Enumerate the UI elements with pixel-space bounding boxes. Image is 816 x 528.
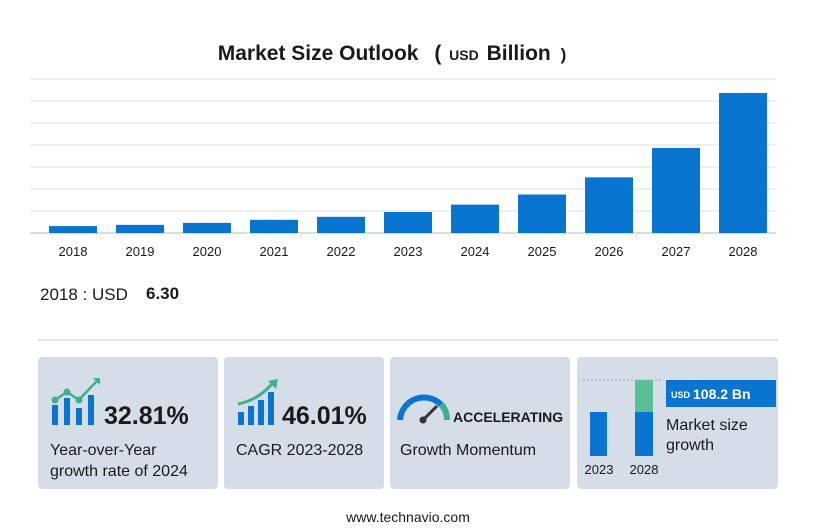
x-tick-label: 2019 bbox=[126, 244, 155, 259]
x-tick-label: 2026 bbox=[595, 244, 624, 259]
card bbox=[38, 357, 218, 489]
x-tick-label: 2018 bbox=[59, 244, 88, 259]
title-text: Market Size Outlook bbox=[218, 42, 419, 65]
badge-currency: USD bbox=[671, 390, 691, 400]
bar bbox=[183, 222, 231, 233]
unit-currency: USD bbox=[449, 47, 479, 63]
x-tick-label: 2025 bbox=[528, 244, 557, 259]
card bbox=[390, 357, 570, 489]
bar bbox=[585, 177, 633, 233]
bar bbox=[719, 92, 767, 233]
gauge-icon bbox=[397, 394, 451, 424]
mini-year: 2023 bbox=[585, 462, 614, 477]
x-tick-label: 2028 bbox=[729, 244, 758, 259]
x-tick-label: 2021 bbox=[260, 244, 289, 259]
unit-text: Billion bbox=[487, 42, 551, 65]
x-tick-label: 2020 bbox=[193, 244, 222, 259]
plot: 2018 2019 2020 2021 2022 2023 2024 2025 2026 2027… bbox=[30, 78, 776, 259]
growth-icon bbox=[51, 378, 100, 425]
footer: www.technavio.com bbox=[345, 509, 470, 525]
bar bbox=[518, 194, 566, 233]
bar bbox=[317, 216, 365, 233]
card-value: 32.81% bbox=[104, 402, 189, 430]
summary-label: 2018 : USD bbox=[40, 285, 128, 304]
bar bbox=[116, 224, 164, 233]
value-badge bbox=[666, 380, 776, 407]
mini-year: 2028 bbox=[630, 462, 659, 477]
bar bbox=[49, 226, 97, 233]
unit-paren: ) bbox=[561, 45, 567, 64]
mini-chart bbox=[583, 379, 662, 456]
chart-title: Market Size Outlook ( USD Billion ) bbox=[218, 42, 567, 65]
cagr-icon bbox=[237, 379, 278, 425]
bar bbox=[384, 211, 432, 233]
card-text: growth bbox=[666, 437, 714, 454]
x-tick-label: 2023 bbox=[394, 244, 423, 259]
card-value: 46.01% bbox=[282, 402, 367, 430]
card-text: Growth Momentum bbox=[400, 442, 536, 459]
bar bbox=[652, 147, 700, 233]
summary-value: 6.30 bbox=[146, 284, 179, 303]
x-tick-label: 2024 bbox=[461, 244, 490, 259]
bar bbox=[250, 219, 298, 233]
unit-paren: ( bbox=[434, 42, 441, 65]
bar bbox=[451, 204, 499, 233]
card-text: growth rate of 2024 bbox=[50, 463, 188, 480]
card-value: ACCELERATING bbox=[453, 409, 563, 425]
badge-value: 108.2 Bn bbox=[693, 386, 751, 402]
x-tick-label: 2027 bbox=[662, 244, 691, 259]
x-tick-label: 2022 bbox=[327, 244, 356, 259]
card-text: Year-over-Year bbox=[50, 442, 157, 459]
card-text: Market size bbox=[666, 417, 748, 434]
card-text: CAGR 2023-2028 bbox=[236, 442, 363, 459]
